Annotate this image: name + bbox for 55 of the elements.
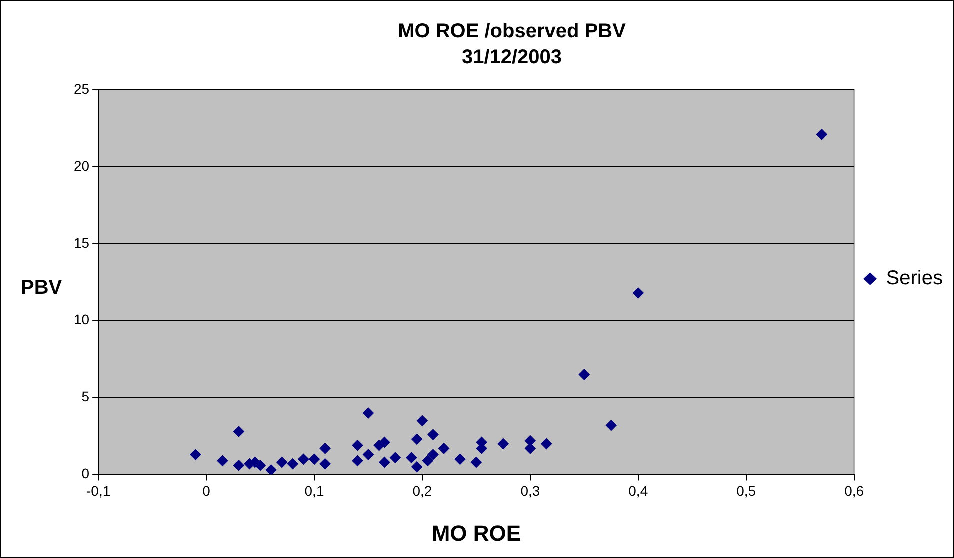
point <box>276 456 288 468</box>
point <box>454 454 466 465</box>
point <box>320 443 331 454</box>
point <box>412 462 423 473</box>
point <box>362 408 374 419</box>
point <box>217 455 228 466</box>
x-tick-label: 0,6 <box>844 483 864 500</box>
y-tick-label: 15 <box>74 234 90 251</box>
point <box>428 429 439 440</box>
point <box>379 436 390 448</box>
chart-subtitle: 31/12/2003 <box>462 46 562 69</box>
point <box>470 456 482 468</box>
point <box>416 415 428 426</box>
x-tick-label: -0,1 <box>86 483 111 500</box>
y-tick-label: 20 <box>74 158 90 174</box>
point <box>190 449 202 460</box>
point <box>422 455 434 466</box>
point <box>428 449 439 460</box>
y-axis-title: PBV <box>21 276 63 299</box>
x-tick-label: 0,1 <box>304 483 324 500</box>
y-tick-label: 5 <box>82 388 90 405</box>
y-tick-label: 10 <box>74 312 90 328</box>
point <box>298 454 310 465</box>
x-tick-label: 0,4 <box>628 483 648 500</box>
chart-title: MO ROE /observed PBV <box>398 20 627 43</box>
x-tick-label: 0,2 <box>412 483 432 500</box>
point <box>379 456 390 468</box>
point <box>255 460 266 472</box>
x-tick-label: 0 <box>202 483 211 500</box>
x-axis-title: MO ROE <box>432 520 522 546</box>
point <box>233 426 244 438</box>
x-tick-label: 0,5 <box>736 483 756 500</box>
point <box>632 288 644 299</box>
y-tick-label: 0 <box>82 466 90 482</box>
point <box>320 458 331 470</box>
point <box>352 455 364 466</box>
point <box>287 458 298 470</box>
point <box>816 129 828 140</box>
point <box>524 435 536 446</box>
point <box>233 460 244 472</box>
point <box>406 452 418 464</box>
point <box>412 434 423 445</box>
point <box>606 420 617 432</box>
point <box>390 452 401 464</box>
point <box>362 449 374 460</box>
point <box>309 454 320 465</box>
point <box>266 464 277 475</box>
y-tick-label: 25 <box>74 80 90 97</box>
point <box>541 438 552 450</box>
point <box>578 369 590 380</box>
x-tick-label: 0,3 <box>520 483 540 500</box>
point <box>352 440 364 452</box>
point <box>438 443 450 454</box>
point <box>498 438 509 450</box>
legend-label: Series <box>886 268 944 290</box>
